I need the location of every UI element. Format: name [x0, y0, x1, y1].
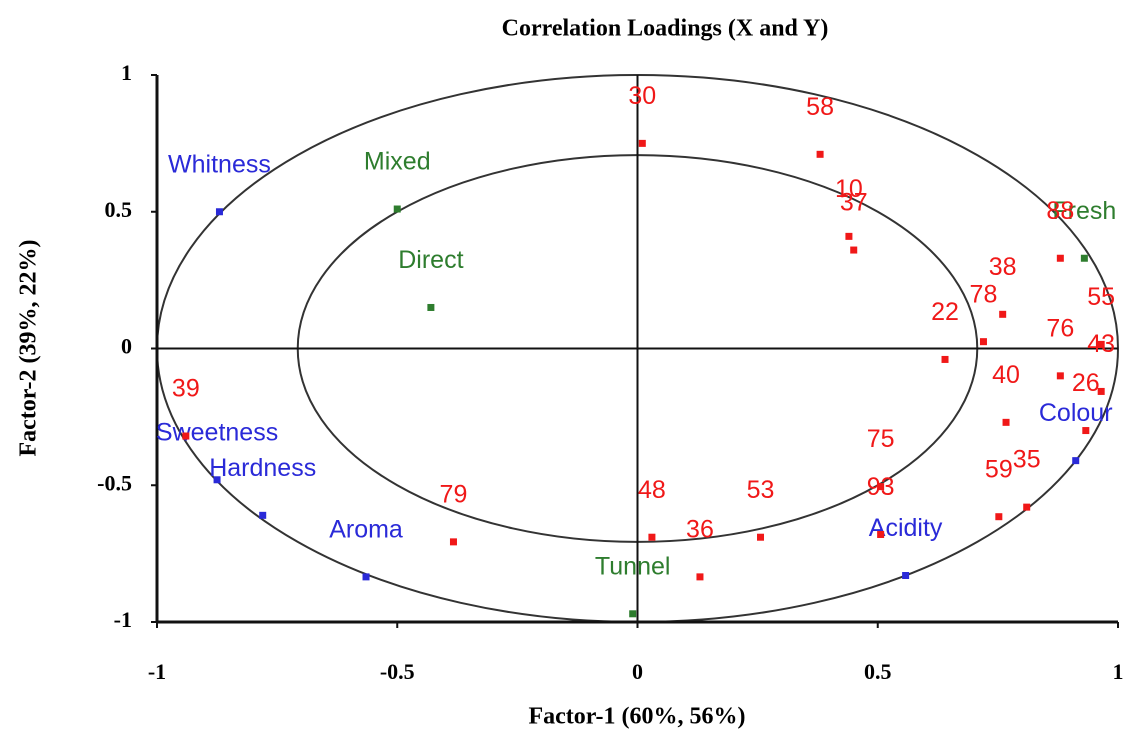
point-label: 58 — [806, 93, 834, 121]
point-label: 39 — [172, 375, 200, 403]
y-tick-label: -0.5 — [97, 470, 132, 495]
point — [427, 303, 435, 311]
point-label: 10 — [835, 175, 863, 203]
point-label: Aroma — [329, 515, 403, 543]
point-label: Whitness — [168, 150, 271, 178]
point — [259, 511, 267, 519]
x-tick-label: 1 — [1113, 659, 1124, 684]
point — [850, 246, 858, 254]
point — [1080, 254, 1088, 262]
point — [1002, 418, 1010, 426]
x-tick-label: -0.5 — [380, 659, 415, 684]
point — [1082, 427, 1090, 435]
point — [1097, 340, 1105, 348]
x-tick-label: -1 — [148, 659, 166, 684]
point — [877, 530, 885, 538]
point — [902, 572, 910, 580]
point-label: Hardness — [209, 454, 316, 482]
x-tick-label: 0 — [632, 659, 643, 684]
point — [816, 150, 824, 158]
point — [1056, 254, 1064, 262]
point — [1097, 387, 1105, 395]
point — [979, 338, 987, 346]
y-tick-label: 0.5 — [105, 197, 133, 222]
point-label: 78 — [970, 280, 998, 308]
point — [877, 483, 885, 491]
point — [362, 573, 370, 581]
point-label: 75 — [867, 425, 895, 453]
point — [393, 205, 401, 213]
point-label: Direct — [398, 246, 463, 274]
point-label: 43 — [1087, 330, 1115, 358]
point-label: 36 — [686, 515, 714, 543]
point-label: 88 — [1046, 197, 1074, 225]
point-label: 38 — [989, 253, 1017, 281]
point — [213, 476, 221, 484]
point-label: 76 — [1046, 314, 1074, 342]
point-label: 53 — [747, 476, 775, 504]
point — [995, 513, 1003, 521]
point — [1023, 503, 1031, 511]
point — [845, 232, 853, 240]
x-axis-label: Factor-1 (60%, 56%) — [528, 704, 745, 730]
point — [629, 610, 637, 618]
point-label: 55 — [1087, 283, 1115, 311]
point-label: 40 — [992, 361, 1020, 389]
point-label: Mixed — [364, 148, 431, 176]
point-label: 59 — [985, 455, 1013, 483]
chart-title: Correlation Loadings (X and Y) — [502, 16, 829, 42]
point-label: 35 — [1013, 446, 1041, 474]
y-tick-label: 0 — [121, 334, 132, 359]
point-label: 22 — [931, 298, 959, 326]
point — [757, 533, 765, 541]
point — [941, 355, 949, 363]
x-tick-label: 0.5 — [864, 659, 892, 684]
point-label: 79 — [440, 480, 468, 508]
point-label: Fresh — [1052, 197, 1116, 225]
y-axis-label: Factor-2 (39%, 22%) — [16, 239, 42, 456]
point-label: Sweetness — [156, 418, 278, 446]
point — [215, 208, 223, 216]
point — [648, 533, 656, 541]
point-label: Tunnel — [595, 552, 671, 580]
point — [182, 432, 190, 440]
point — [1056, 372, 1064, 380]
point — [638, 139, 646, 147]
point-label: Colour — [1039, 399, 1113, 427]
point — [449, 538, 457, 546]
y-tick-label: 1 — [121, 60, 132, 85]
point — [696, 573, 704, 581]
point-label: 37 — [840, 189, 868, 217]
point-label: 30 — [628, 82, 656, 110]
point-label: 26 — [1072, 369, 1100, 397]
y-tick-label: -1 — [114, 607, 132, 632]
point — [999, 310, 1007, 318]
point-label: 48 — [638, 476, 666, 504]
point — [1072, 457, 1080, 465]
